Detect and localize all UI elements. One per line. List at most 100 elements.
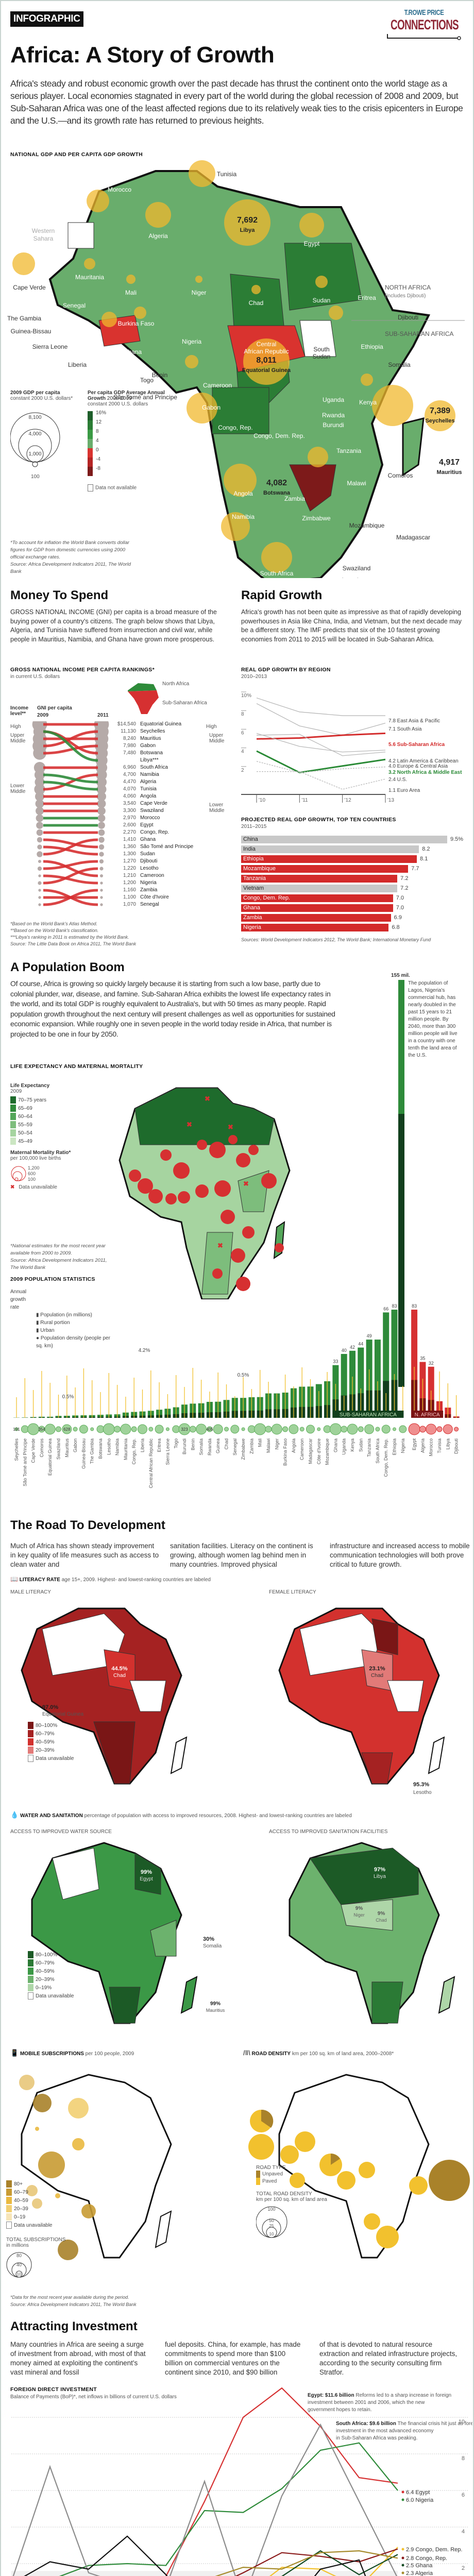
- density-dot: [271, 1423, 282, 1435]
- svg-text:Ghana: Ghana: [123, 348, 142, 355]
- svg-text:Sudan: Sudan: [313, 297, 331, 304]
- legend-item: 60–79: [6, 2189, 53, 2197]
- country-label: Equatorial Guinea: [47, 1438, 53, 1476]
- country-label: Mauritius: [64, 1438, 70, 1458]
- gni-2011-dot: [98, 829, 105, 836]
- svg-text:Namibia: Namibia: [232, 513, 255, 520]
- money-text: GROSS NATIONAL INCOME (GNI) per capita i…: [10, 608, 217, 643]
- svg-text:600: 600: [28, 1171, 36, 1176]
- density-dot: [347, 1423, 358, 1435]
- legend-item: 40–59: [6, 2197, 53, 2205]
- country-label: Comoros: [39, 1438, 44, 1458]
- country-label: Sierra Leone: [165, 1438, 170, 1465]
- gni-2011-dot: [98, 844, 105, 850]
- water-header: 💧 WATER AND SANITATION percentage of pop…: [10, 1811, 352, 1819]
- svg-text:95.3%: 95.3%: [413, 1782, 429, 1788]
- gni-2011-dot: [96, 769, 107, 781]
- country-label: Nigeria: [400, 1438, 405, 1453]
- projected-growth-value: 7.7: [411, 866, 419, 872]
- svg-text:10: 10: [269, 2232, 274, 2236]
- svg-text:Senegal: Senegal: [63, 302, 86, 309]
- svg-text:Uganda: Uganda: [323, 396, 344, 403]
- svg-text:30%: 30%: [203, 1936, 214, 1942]
- gdp-highlight-labels: 7,692 Libya 8,011 Equatorial Guinea 7,38…: [237, 216, 462, 496]
- svg-text:Tanzania: Tanzania: [336, 447, 361, 454]
- x-tick-label: '12: [345, 798, 351, 803]
- legend-item: 20–39%: [28, 1747, 74, 1755]
- svg-text:Djibouti: Djibouti: [398, 314, 418, 321]
- density-dot: [120, 1423, 131, 1435]
- gni-2009-dot: [38, 896, 41, 899]
- life-expectancy-title: LIFE EXPECTANCY AND MATERNAL MORTALITY: [10, 1063, 143, 1070]
- color-scale-tick: -8: [96, 466, 100, 471]
- gni-ranking-row: 3,300 Swaziland: [123, 808, 164, 814]
- gni-ranking-row: 1,410 Ghana: [123, 837, 156, 842]
- population-value-label: 83: [412, 1303, 417, 1309]
- color-scale-tick: 4: [96, 438, 99, 444]
- svg-text:Niger: Niger: [192, 289, 207, 296]
- country-label: Ghana: [333, 1438, 338, 1452]
- gni-2009-dot: [35, 792, 44, 801]
- color-scale-swatch: [88, 420, 93, 430]
- projected-growth-value: 9.5%: [450, 836, 464, 842]
- svg-text:São Tomé and Principe: São Tomé and Principe: [113, 394, 177, 401]
- annotation-line: in Sub-Saharan Africa was peaking.: [336, 2435, 417, 2441]
- bubble-size-scale: 8,100 4,000 1,000: [10, 412, 60, 467]
- svg-text:Zambia: Zambia: [284, 495, 305, 502]
- density-dot: [207, 1426, 213, 1432]
- country-label: Algeria: [420, 1438, 425, 1453]
- svg-text:✖: ✖: [243, 1180, 249, 1188]
- color-scale-swatch: [88, 457, 93, 467]
- gni-slope-line: [43, 845, 98, 856]
- svg-text:✖: ✖: [205, 1095, 210, 1103]
- svg-text:Egypt: Egypt: [140, 1876, 153, 1882]
- water-legend: 80–100% 60–79% 40–59% 20–39% 0–19% Data unava…: [28, 1951, 74, 2001]
- svg-text:Sudan: Sudan: [313, 353, 331, 360]
- density-dot: [138, 1424, 147, 1434]
- svg-text:Madagascar: Madagascar: [396, 534, 430, 541]
- gni-slope-line: [43, 838, 98, 849]
- density-dot: [165, 1427, 170, 1431]
- projected-growth-value: 6.9: [394, 914, 402, 921]
- svg-text:7,389: 7,389: [430, 406, 450, 415]
- gni-2009-dot: [34, 769, 45, 781]
- gni-ranking-row: 2,970 Morocco: [123, 815, 160, 821]
- density-dot: [44, 1423, 56, 1435]
- gni-2011-dot: [100, 903, 103, 906]
- svg-text:Egypt: Egypt: [304, 240, 320, 247]
- svg-text:Equatorial Guinea: Equatorial Guinea: [242, 367, 291, 374]
- projected-growth-bar: Tanzania: [241, 875, 398, 883]
- gni-slope-line: [43, 867, 98, 885]
- svg-text:Niger: Niger: [353, 1912, 365, 1918]
- density-dot: [426, 1423, 437, 1435]
- country-label: Guinea: [215, 1438, 221, 1453]
- region-series-line: [256, 733, 386, 753]
- gni-slope-line: [43, 860, 98, 877]
- svg-text:Mozambique: Mozambique: [349, 522, 385, 529]
- projected-growth-bar: Mozambique: [241, 865, 409, 873]
- region-series-label: 4.2 Latin America & Caribbean: [388, 758, 459, 764]
- svg-text:Benin: Benin: [152, 371, 168, 379]
- rapid-source: Sources: World Development Indicators 20…: [241, 937, 431, 942]
- country-label: Morocco: [429, 1438, 434, 1456]
- country-label: Zambia: [249, 1438, 254, 1454]
- legend-item: Data unavailable: [28, 1992, 74, 2001]
- population-value-label: 44: [358, 1342, 363, 1347]
- country-label: Cameroon: [299, 1438, 304, 1460]
- sanitation-access-map: 97% Libya 9% Niger 9% Chad: [289, 1842, 455, 2024]
- gni-2011-dot: [100, 889, 103, 892]
- country-label: Zimbabwe: [241, 1438, 246, 1460]
- country-label: Tanzania: [367, 1438, 372, 1457]
- country-label: Somalia: [199, 1438, 204, 1455]
- density-dot: [241, 1427, 245, 1431]
- gni-2009-dot: [33, 747, 46, 760]
- gni-2009-dot: [37, 851, 43, 857]
- svg-text:Chad: Chad: [113, 1673, 126, 1679]
- region-series-line: [256, 750, 386, 773]
- svg-text:Algeria: Algeria: [148, 232, 168, 240]
- group-ssa-badge: [332, 1411, 404, 1418]
- road-heading: The Road To Development: [10, 1518, 165, 1532]
- x-tick-label: '13: [387, 798, 394, 803]
- density-dot: [114, 1426, 121, 1433]
- density-value-label: 191: [13, 1427, 20, 1432]
